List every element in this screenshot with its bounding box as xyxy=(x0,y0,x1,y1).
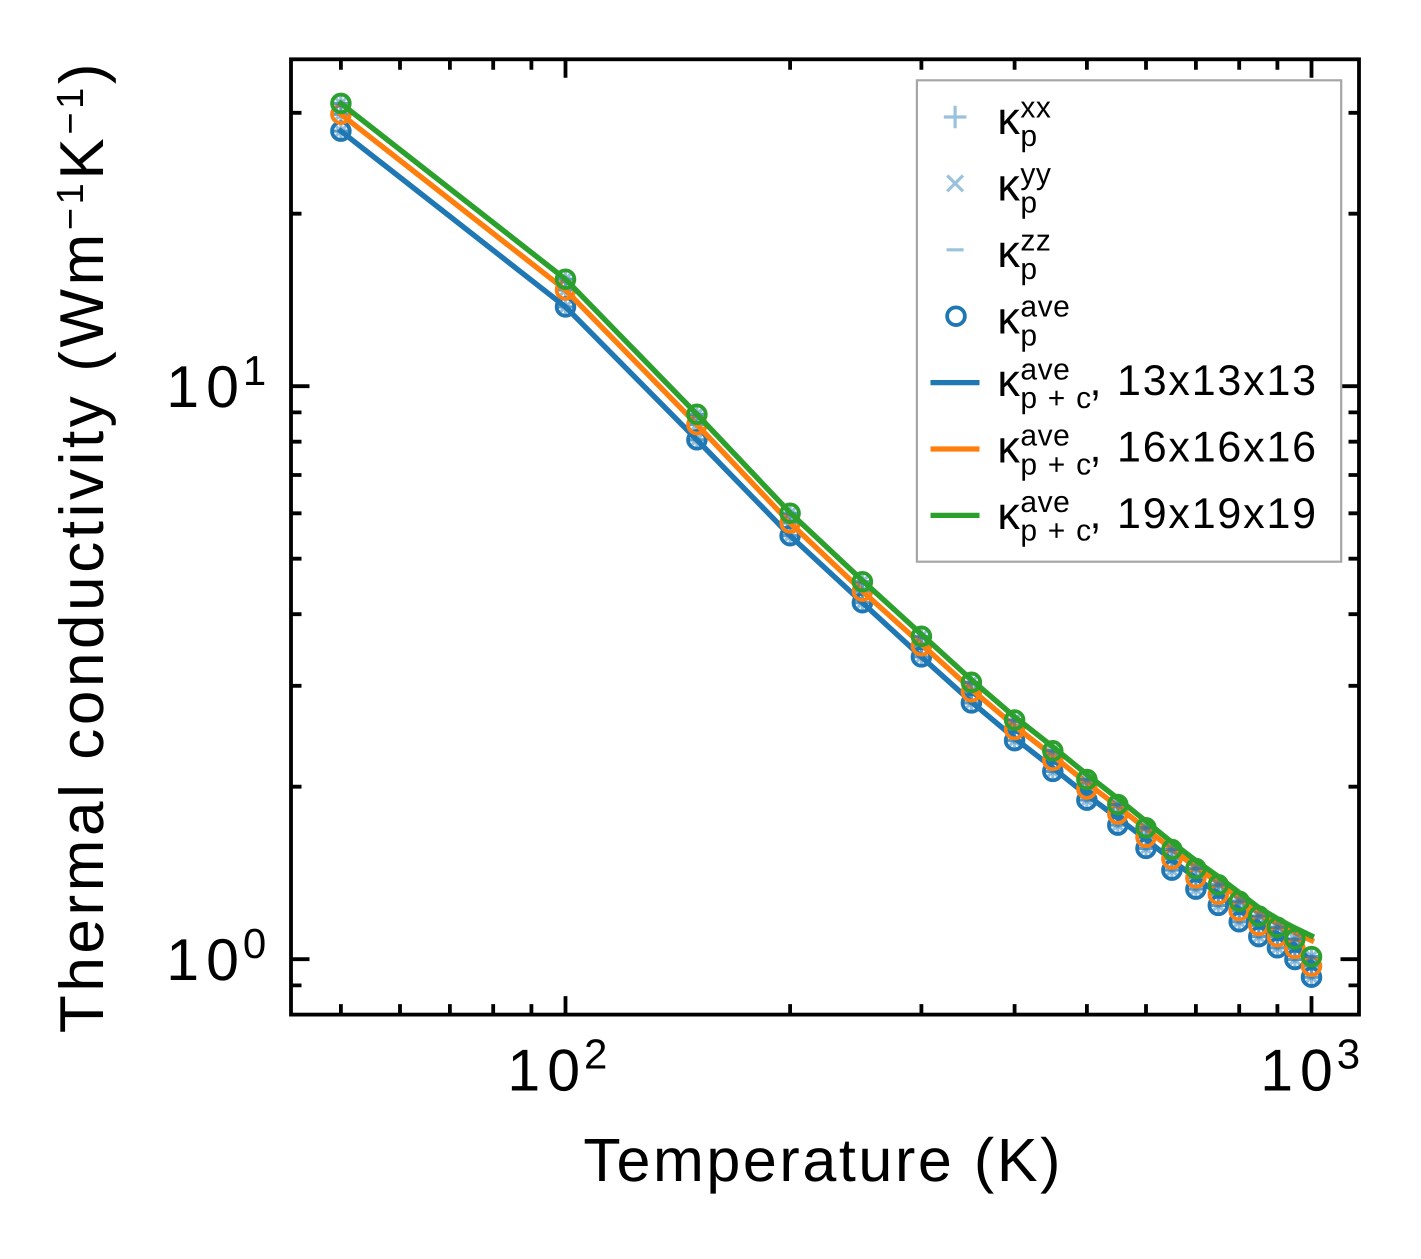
svg-text:ave: ave xyxy=(1020,420,1070,453)
svg-text:κ: κ xyxy=(997,159,1020,211)
svg-text:xx: xx xyxy=(1020,92,1051,125)
svg-text:κ: κ xyxy=(997,354,1020,406)
svg-text:ave: ave xyxy=(1020,353,1070,386)
svg-text:κ: κ xyxy=(997,92,1020,144)
svg-text:2: 2 xyxy=(584,1030,607,1077)
svg-text:κ: κ xyxy=(997,291,1020,343)
svg-text:p: p xyxy=(1020,187,1038,220)
svg-text:yy: yy xyxy=(1020,158,1051,191)
svg-text:1: 1 xyxy=(243,347,266,394)
svg-text:3: 3 xyxy=(1337,1030,1360,1077)
svg-text:zz: zz xyxy=(1020,224,1051,257)
svg-text:p: p xyxy=(1020,253,1038,286)
svg-text:, 19x19x19: , 19x19x19 xyxy=(1090,490,1318,538)
svg-text:p + c: p + c xyxy=(1020,448,1092,481)
svg-text:κ: κ xyxy=(997,420,1020,472)
svg-text:p: p xyxy=(1020,319,1038,352)
svg-text:κ: κ xyxy=(997,487,1020,539)
svg-text:Thermal conductivity (Wm−1K−1): Thermal conductivity (Wm−1K−1) xyxy=(48,60,117,1033)
svg-text:κ: κ xyxy=(997,225,1020,277)
svg-text:0: 0 xyxy=(243,920,266,967)
svg-text:ave: ave xyxy=(1020,291,1070,324)
svg-text:, 13x13x13: , 13x13x13 xyxy=(1090,357,1318,405)
svg-text:p + c: p + c xyxy=(1020,515,1092,548)
svg-text:Temperature (K): Temperature (K) xyxy=(583,1126,1063,1194)
svg-text:ave: ave xyxy=(1020,486,1070,519)
svg-text:p: p xyxy=(1020,120,1038,153)
svg-text:p + c: p + c xyxy=(1020,382,1092,415)
svg-text:, 16x16x16: , 16x16x16 xyxy=(1090,423,1318,471)
